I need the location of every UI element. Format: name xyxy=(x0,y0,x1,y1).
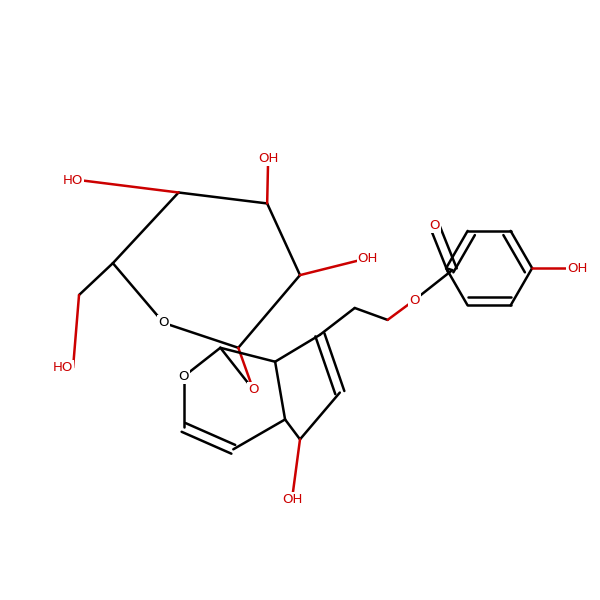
Text: HO: HO xyxy=(53,361,73,374)
Text: HO: HO xyxy=(62,174,83,187)
Text: OH: OH xyxy=(282,493,302,506)
Text: OH: OH xyxy=(258,152,278,165)
Text: O: O xyxy=(429,219,440,232)
Text: O: O xyxy=(409,293,420,307)
Text: OH: OH xyxy=(358,251,378,265)
Text: O: O xyxy=(178,370,189,383)
Text: O: O xyxy=(158,316,169,329)
Text: O: O xyxy=(248,383,259,396)
Text: OH: OH xyxy=(567,262,587,275)
